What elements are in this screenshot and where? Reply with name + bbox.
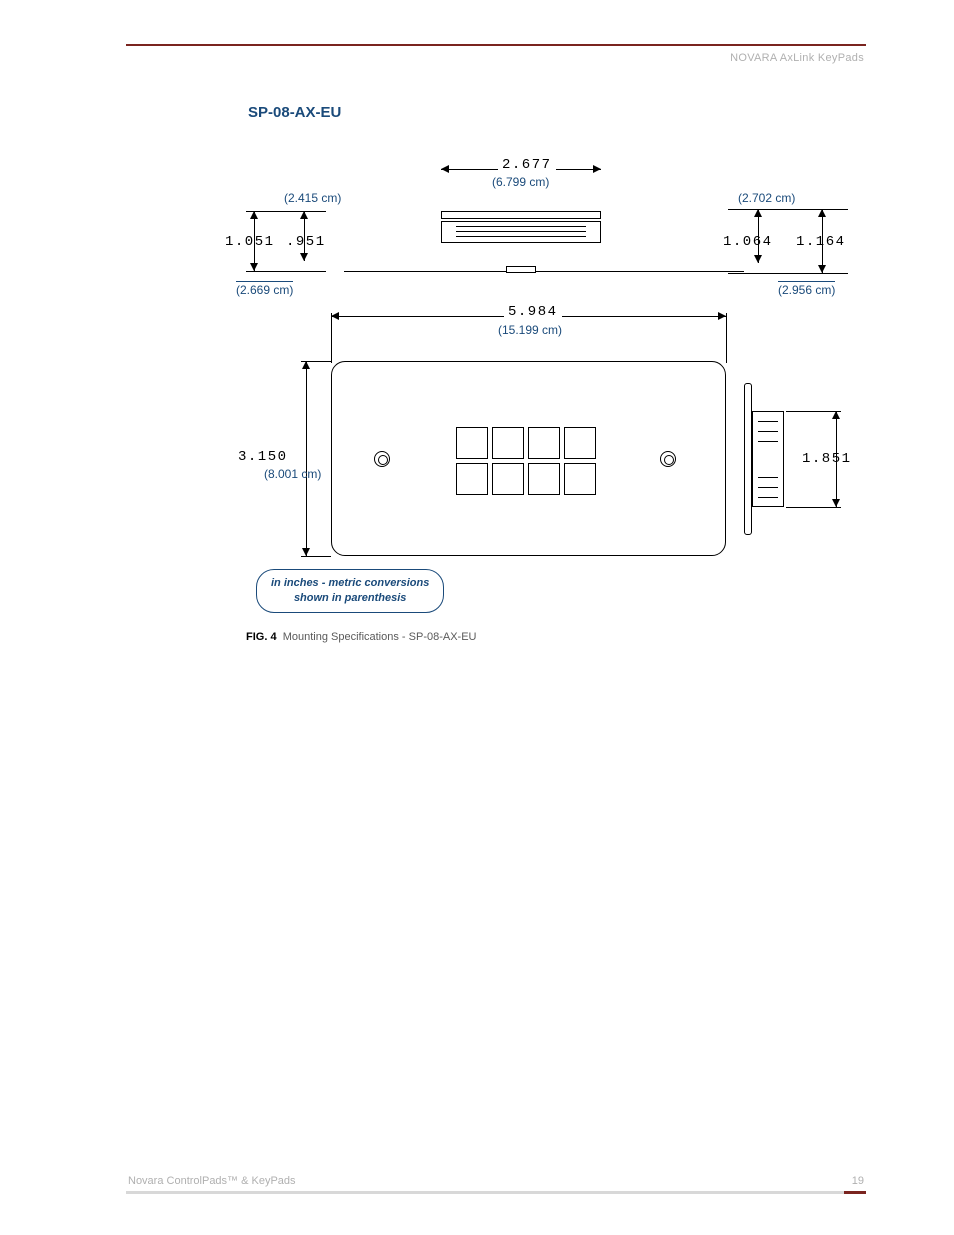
figure-caption: FIG. 4 Mounting Specifications - SP-08-A… — [246, 631, 866, 643]
dim-front-h-cm: (8.001 cm) — [264, 467, 321, 481]
page-number: 19 — [852, 1175, 864, 1187]
dim-front-w-in: 5.984 — [504, 304, 562, 320]
header-section-label: NOVARA AxLink KeyPads — [126, 52, 866, 64]
dim-side-h-in: 1.851 — [802, 451, 852, 467]
page-footer: Novara ControlPads™ & KeyPads 19 — [126, 1175, 866, 1194]
dim-top-cm: (6.799 cm) — [492, 175, 549, 189]
dim-l1-cm-bot: (2.669 cm) — [236, 281, 293, 297]
dim-r1-inner: 1.064 — [723, 234, 773, 250]
dim-l1-inner: .951 — [286, 234, 326, 250]
dim-r1-cm-bot: (2.956 cm) — [778, 281, 835, 297]
dim-front-h-in: 3.150 — [238, 449, 288, 465]
dim-r1-outer: 1.164 — [796, 234, 846, 250]
note-line2: shown in parenthesis — [294, 592, 406, 604]
screw-icon — [374, 451, 390, 467]
dim-l1-outer: 1.051 — [225, 234, 275, 250]
dim-l1-cm-top: (2.415 cm) — [284, 191, 341, 205]
dim-r1-cm-top: (2.702 cm) — [738, 191, 795, 205]
dim-top-in: 2.677 — [498, 157, 556, 173]
note-line1: in inches - metric conversions — [271, 577, 429, 589]
screw-icon — [660, 451, 676, 467]
footer-left: Novara ControlPads™ & KeyPads — [128, 1175, 296, 1187]
top-rule — [126, 44, 866, 46]
dim-front-w-cm: (15.199 cm) — [498, 323, 562, 337]
caption-prefix: FIG. 4 — [246, 631, 277, 643]
section-title: SP-08-AX-EU — [248, 104, 866, 121]
caption-text: Mounting Specifications - SP-08-AX-EU — [283, 631, 477, 643]
mounting-diagram: 2.677 (6.799 cm) (2.415 cm) 1.051 .951 (… — [246, 151, 866, 621]
unit-note: in inches - metric conversions shown in … — [256, 569, 444, 613]
